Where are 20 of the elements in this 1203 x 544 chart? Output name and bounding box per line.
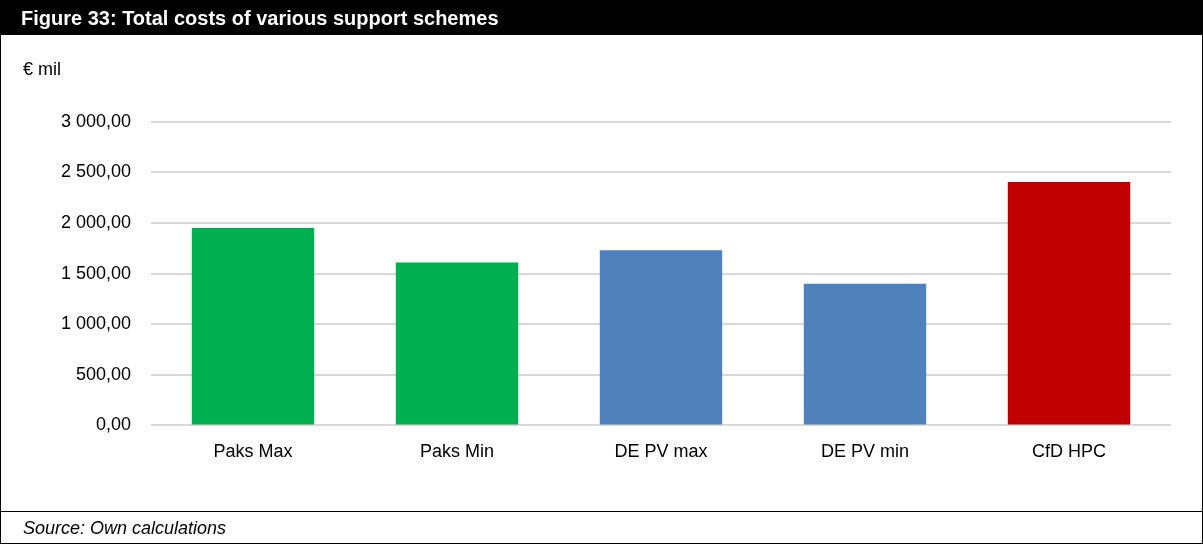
x-tick-label: DE PV min	[820, 441, 910, 462]
bar	[1007, 182, 1131, 425]
y-tick-label: 2 000,00	[60, 211, 131, 232]
bar	[599, 250, 723, 425]
y-tick-label: 3 000,00	[60, 110, 131, 131]
y-tick-label: 1 000,00	[60, 313, 131, 334]
y-axis-title: € mil	[23, 59, 62, 80]
source-note: Source: Own calculations	[1, 511, 1202, 539]
x-tick-label: Paks Max	[213, 441, 293, 462]
x-tick-label: Paks Min	[419, 441, 495, 462]
y-tick-label: 500,00	[75, 363, 131, 384]
y-tick-label: 2 500,00	[60, 161, 131, 182]
chart-title: Figure 33: Total costs of various support schemes	[1, 1, 1202, 35]
y-tick-label: 1 500,00	[60, 262, 131, 283]
bar	[395, 262, 519, 425]
bar	[803, 283, 927, 425]
x-tick-label: CfD HPC	[1031, 441, 1107, 462]
bar	[191, 228, 315, 425]
y-tick-label: 0,00	[95, 414, 131, 435]
x-tick-label: DE PV max	[614, 441, 708, 462]
